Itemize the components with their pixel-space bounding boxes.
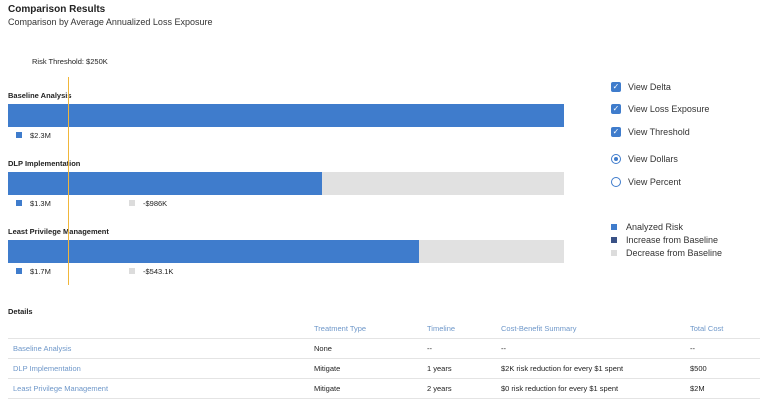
chart-category-label: Baseline Analysis — [8, 91, 72, 100]
chart-category-label: Least Privilege Management — [8, 227, 109, 236]
analyzed-risk-chip-icon — [16, 268, 22, 274]
bar-track-dlp[interactable] — [8, 172, 564, 195]
analyzed-risk-swatch-icon — [611, 224, 617, 230]
radio-unselected-icon[interactable] — [611, 177, 621, 187]
view-percent-radio[interactable]: View Percent — [611, 177, 681, 187]
analyzed-risk-chip-icon — [16, 132, 22, 138]
treatment-type-cell: None — [314, 344, 332, 353]
row-name-link[interactable]: DLP Implementation — [13, 364, 81, 373]
bar-delta-label: -$543.1K — [143, 267, 174, 276]
legend-label: Analyzed Risk — [626, 222, 684, 232]
table-divider — [8, 378, 760, 379]
legend-item-analyzed-risk: Analyzed Risk — [611, 222, 683, 232]
bar-analyzed-risk-dlp[interactable] — [8, 172, 323, 195]
analyzed-risk-chip-icon — [16, 200, 22, 206]
legend-label: Increase from Baseline — [626, 235, 719, 245]
bar-value-label: $1.3M — [30, 199, 51, 208]
details-title: Details — [8, 307, 33, 316]
decrease-chip-icon — [129, 268, 135, 274]
view-loss-exposure-toggle[interactable]: ✓ View Loss Exposure — [611, 104, 709, 114]
timeline-cell: 1 years — [427, 364, 452, 373]
bar-value-label: $1.7M — [30, 267, 51, 276]
radio-label: View Percent — [628, 177, 681, 187]
column-header-timeline: Timeline — [427, 324, 456, 333]
checkbox-label: View Threshold — [628, 127, 690, 137]
page-subtitle: Comparison by Average Annualized Loss Ex… — [8, 17, 213, 27]
radio-selected-icon[interactable] — [611, 154, 621, 164]
table-divider — [8, 398, 760, 399]
view-delta-toggle[interactable]: ✓ View Delta — [611, 82, 671, 92]
checkbox-checked-icon[interactable]: ✓ — [611, 104, 621, 114]
checkbox-label: View Loss Exposure — [628, 104, 710, 114]
column-header-treatment-type: Treatment Type — [314, 324, 367, 333]
view-dollars-radio[interactable]: View Dollars — [611, 154, 678, 164]
table-divider — [8, 358, 760, 359]
chart-category-label: DLP Implementation — [8, 159, 81, 168]
total-cost-cell: -- — [690, 344, 695, 353]
page-title: Comparison Results — [8, 4, 106, 15]
table-divider — [8, 338, 760, 339]
risk-threshold-label: Risk Threshold: $250K — [32, 57, 108, 66]
summary-cell: $2K risk reduction for every $1 spent — [501, 364, 624, 373]
bar-delta-label: -$986K — [143, 199, 168, 208]
total-cost-cell: $500 — [690, 364, 707, 373]
radio-label: View Dollars — [628, 154, 678, 164]
treatment-type-cell: Mitigate — [314, 364, 341, 373]
row-name-link[interactable]: Baseline Analysis — [13, 344, 72, 353]
legend-label: Decrease from Baseline — [626, 248, 723, 258]
checkbox-checked-icon[interactable]: ✓ — [611, 82, 621, 92]
checkbox-checked-icon[interactable]: ✓ — [611, 127, 621, 137]
bar-analyzed-risk-least-privilege[interactable] — [8, 240, 419, 263]
bar-analyzed-risk-baseline[interactable] — [8, 104, 564, 127]
treatment-type-cell: Mitigate — [314, 384, 341, 393]
bar-value-label: $2.3M — [30, 131, 51, 140]
risk-threshold-line — [68, 77, 70, 285]
bar-track-least-privilege[interactable] — [8, 240, 564, 263]
decrease-swatch-icon — [611, 250, 617, 256]
timeline-cell: 2 years — [427, 384, 452, 393]
summary-cell: -- — [501, 344, 506, 353]
decrease-chip-icon — [129, 200, 135, 206]
checkbox-label: View Delta — [628, 82, 671, 92]
view-threshold-toggle[interactable]: ✓ View Threshold — [611, 127, 690, 137]
column-header-total-cost: Total Cost — [690, 324, 724, 333]
column-header-cost-benefit: Cost-Benefit Summary — [501, 324, 577, 333]
total-cost-cell: $2M — [690, 384, 705, 393]
legend-item-increase: Increase from Baseline — [611, 235, 718, 245]
legend-item-decrease: Decrease from Baseline — [611, 248, 722, 258]
bar-track-baseline[interactable] — [8, 104, 564, 127]
row-name-link[interactable]: Least Privilege Management — [13, 384, 109, 393]
timeline-cell: -- — [427, 344, 432, 353]
increase-swatch-icon — [611, 237, 617, 243]
summary-cell: $0 risk reduction for every $1 spent — [501, 384, 619, 393]
